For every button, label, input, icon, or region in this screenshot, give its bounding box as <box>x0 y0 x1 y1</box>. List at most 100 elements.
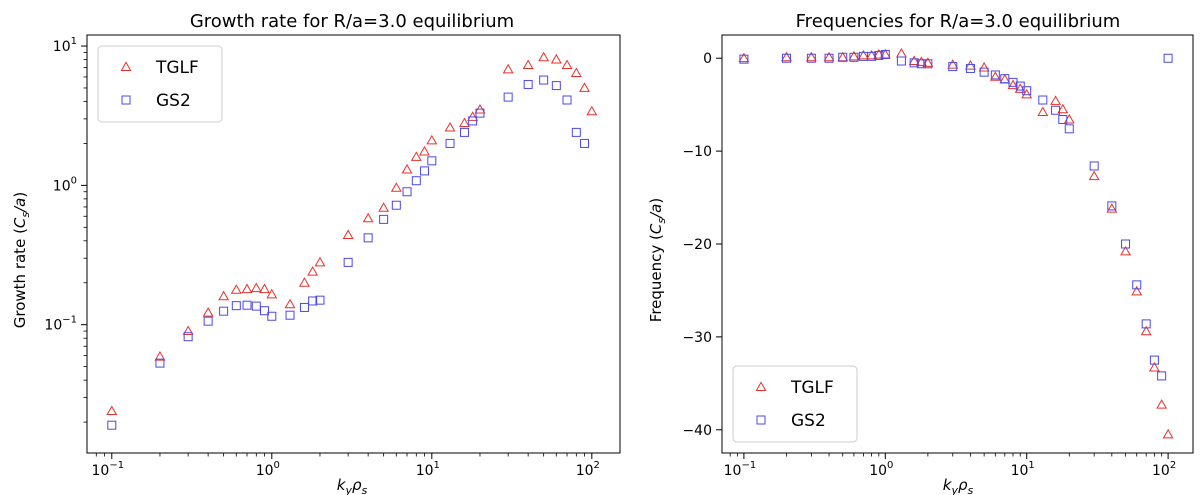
frequency-gs2-point <box>896 56 906 66</box>
growth-rate-legend: TGLF GS2 <box>97 45 223 123</box>
growth-rate-tglf-point <box>390 182 402 192</box>
frequency-tglf-point <box>964 60 976 70</box>
frequency-tglf-point <box>1057 103 1069 114</box>
frequency-tglf-point <box>1162 428 1174 439</box>
frequency-gs2-point <box>1157 371 1167 381</box>
growth-rate-gs2-point <box>107 420 117 430</box>
frequency-gs2-point <box>1051 105 1061 115</box>
frequency-tglf-point <box>848 50 860 61</box>
growth-rate-gs2-point <box>363 233 373 243</box>
growth-rate-tglf-point <box>586 105 598 116</box>
frequency-gs2-point <box>806 53 816 63</box>
frequency-ytick-label: −40 <box>682 423 712 439</box>
growth-rate-tglf-point <box>459 117 470 128</box>
frequency-gs2-point <box>824 53 834 63</box>
frequency-tglf-point <box>805 51 817 62</box>
frequency-legend-frame <box>732 365 858 443</box>
frequency-tglf-point <box>1140 325 1152 336</box>
growth-rate-tglf-point <box>561 59 573 70</box>
growth-rate-legend-marker-tglf <box>120 61 132 71</box>
growth-rate-gs2-point <box>551 81 561 91</box>
growth-rate-tglf-point <box>314 256 326 267</box>
growth-rate-tglf-point <box>444 121 456 132</box>
frequency-panel: Frequencies for R/a=3.0 equilibrium Freq… <box>647 11 1194 495</box>
frequency-gs2-point <box>1107 201 1117 211</box>
frequency-ytick-label: −30 <box>682 330 712 346</box>
frequency-gs2-point <box>916 59 926 69</box>
growth-rate-plot-frame <box>86 34 621 454</box>
growth-rate-xtick-label: 102 <box>576 460 600 479</box>
growth-rate-legend-frame <box>97 45 223 123</box>
growth-rate-gs2-point <box>315 295 325 305</box>
frequency-tglf-point <box>1063 113 1075 124</box>
frequency-tglf-point <box>1021 88 1033 99</box>
frequency-tglf-point <box>1088 170 1100 181</box>
growth-rate-gs2-point <box>242 300 252 310</box>
growth-rate-tglf-point <box>467 111 479 121</box>
frequency-tglf-point <box>738 52 750 63</box>
growth-rate-ytick-label: 10−1 <box>44 315 77 334</box>
growth-rate-gs2-point <box>459 127 469 137</box>
growth-rate-title: Growth rate for R/a=3.0 equilibrium <box>190 11 514 32</box>
frequency-ytick-label: 0 <box>703 51 712 67</box>
frequency-ytick-label: −10 <box>682 144 712 160</box>
frequency-gs2-point <box>1149 355 1159 365</box>
frequency-gs2-point <box>838 52 848 62</box>
frequency-gs2-point <box>1058 115 1068 125</box>
growth-rate-gs2-point <box>539 75 549 85</box>
growth-rate-tglf-point <box>218 290 230 301</box>
frequency-gs2-point <box>781 53 791 63</box>
frequency-gs2-point <box>923 59 933 69</box>
frequency-gs2-point <box>867 51 877 61</box>
frequency-xlabel: kyρs <box>943 476 974 495</box>
growth-rate-tglf-point <box>410 151 422 161</box>
growth-rate-tglf-point <box>154 351 166 361</box>
frequency-tglf-point <box>1106 203 1118 213</box>
frequency-gs2-point <box>909 58 919 68</box>
frequency-tglf-point <box>978 61 990 72</box>
frequency-gs2-point <box>979 67 989 77</box>
growth-rate-tglf-point <box>307 266 319 276</box>
frequency-tglf-point <box>781 51 792 62</box>
growth-rate-tglf-point <box>230 284 242 294</box>
growth-rate-gs2-point <box>251 301 261 311</box>
growth-rate-gs2-point <box>308 296 318 306</box>
frequency-tglf-point <box>1007 79 1019 90</box>
frequency-tglf-point <box>1131 285 1143 296</box>
frequency-gs2-point <box>1015 81 1025 91</box>
growth-rate-tglf-point <box>259 283 270 294</box>
svg-text:kyρs: kyρs <box>337 476 368 495</box>
frequency-tglf-point <box>1120 245 1131 256</box>
growth-rate-gs2-point <box>203 316 213 326</box>
frequency-tglf-point <box>999 73 1011 84</box>
growth-rate-tglf-point <box>419 145 430 156</box>
frequency-gs2-point <box>965 63 975 73</box>
frequency-gs2-point <box>990 70 1000 80</box>
growth-rate-series-gs2 <box>107 75 590 430</box>
frequency-tglf-point <box>989 71 1001 81</box>
growth-rate-legend-label-tglf: TGLF <box>155 58 199 78</box>
growth-rate-gs2-point <box>402 187 412 197</box>
frequency-xtick-label: 102 <box>1152 460 1176 479</box>
growth-rate-gs2-point <box>155 358 165 368</box>
growth-rate-gs2-point <box>419 166 429 176</box>
growth-rate-gs2-point <box>503 92 513 102</box>
frequency-gs2-point <box>1141 319 1151 329</box>
frequency-gs2-point <box>1163 53 1173 63</box>
growth-rate-tglf-point <box>550 53 562 64</box>
growth-rate-tglf-point <box>522 59 534 70</box>
growth-rate-tglf-point <box>362 212 374 223</box>
frequency-tglf-point <box>837 51 849 62</box>
svg-text:Growth rate (Cs/a): Growth rate (Cs/a) <box>11 192 32 328</box>
growth-rate-tglf-point <box>538 51 550 62</box>
growth-rate-gs2-point <box>299 302 309 312</box>
frequency-xtick-label: 101 <box>1011 460 1035 479</box>
growth-rate-tglf-point <box>579 82 590 92</box>
growth-rate-gs2-point <box>285 310 295 320</box>
growth-rate-gs2-point <box>231 301 241 311</box>
growth-rate-tglf-point <box>202 307 214 317</box>
frequency-gs2-point <box>1089 161 1099 171</box>
frequency-gs2-point <box>948 62 958 72</box>
frequency-ytick-label: −20 <box>682 237 712 253</box>
